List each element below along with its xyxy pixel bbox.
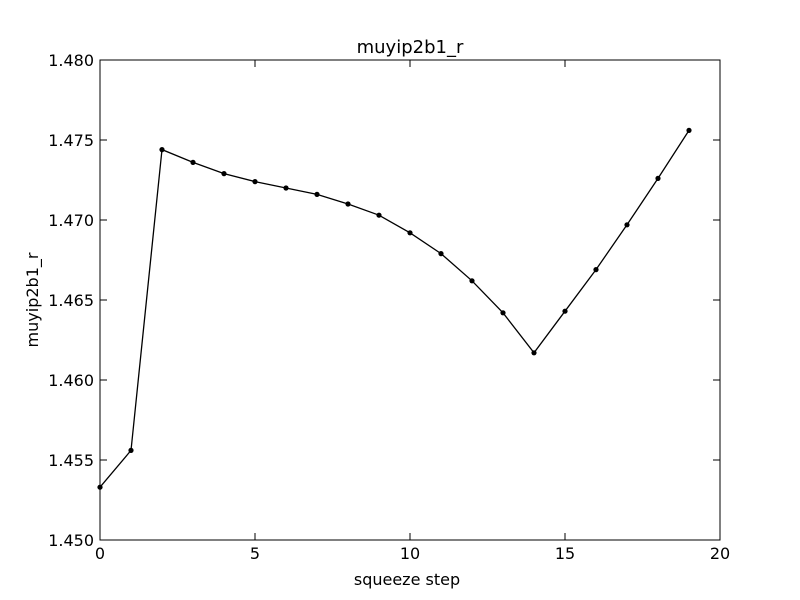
data-point bbox=[407, 230, 413, 236]
data-point bbox=[376, 212, 382, 218]
plot-frame bbox=[99, 59, 721, 541]
series-layer bbox=[97, 127, 692, 490]
ticks-layer: 0 5 10 15 20 1.450 1.455 1.460 1.465 1.470 1.475 1.… bbox=[48, 51, 730, 563]
y-tick-label: 1.455 bbox=[48, 451, 94, 470]
data-point bbox=[500, 310, 506, 316]
y-axis-label: muyip2b1_r bbox=[23, 252, 43, 347]
data-point bbox=[345, 201, 351, 207]
x-tick-label: 20 bbox=[710, 544, 730, 563]
data-point bbox=[438, 251, 444, 257]
y-tick-label: 1.450 bbox=[48, 531, 94, 550]
data-point bbox=[686, 127, 692, 133]
y-tick-label: 1.480 bbox=[48, 51, 94, 70]
data-point bbox=[159, 147, 165, 153]
data-point bbox=[469, 278, 475, 284]
data-point bbox=[190, 159, 196, 165]
data-point bbox=[593, 267, 599, 273]
data-point bbox=[283, 185, 289, 191]
data-point bbox=[562, 308, 568, 314]
data-point bbox=[531, 350, 537, 356]
x-tick-label: 15 bbox=[555, 544, 575, 563]
x-axis-label: squeeze step bbox=[354, 570, 460, 589]
y-tick-label: 1.465 bbox=[48, 291, 94, 310]
data-point bbox=[252, 179, 258, 185]
chart-title: muyip2b1_r bbox=[357, 37, 464, 58]
data-point bbox=[128, 447, 134, 453]
y-tick-label: 1.470 bbox=[48, 211, 94, 230]
data-point bbox=[624, 222, 630, 228]
series-line bbox=[99, 130, 690, 488]
y-tick-label: 1.475 bbox=[48, 131, 94, 150]
x-tick-label: 5 bbox=[250, 544, 260, 563]
data-point bbox=[314, 191, 320, 197]
y-tick-label: 1.460 bbox=[48, 371, 94, 390]
data-point bbox=[221, 171, 227, 177]
x-tick-label: 10 bbox=[400, 544, 420, 563]
data-point bbox=[655, 175, 661, 181]
x-tick-label: 0 bbox=[95, 544, 105, 563]
